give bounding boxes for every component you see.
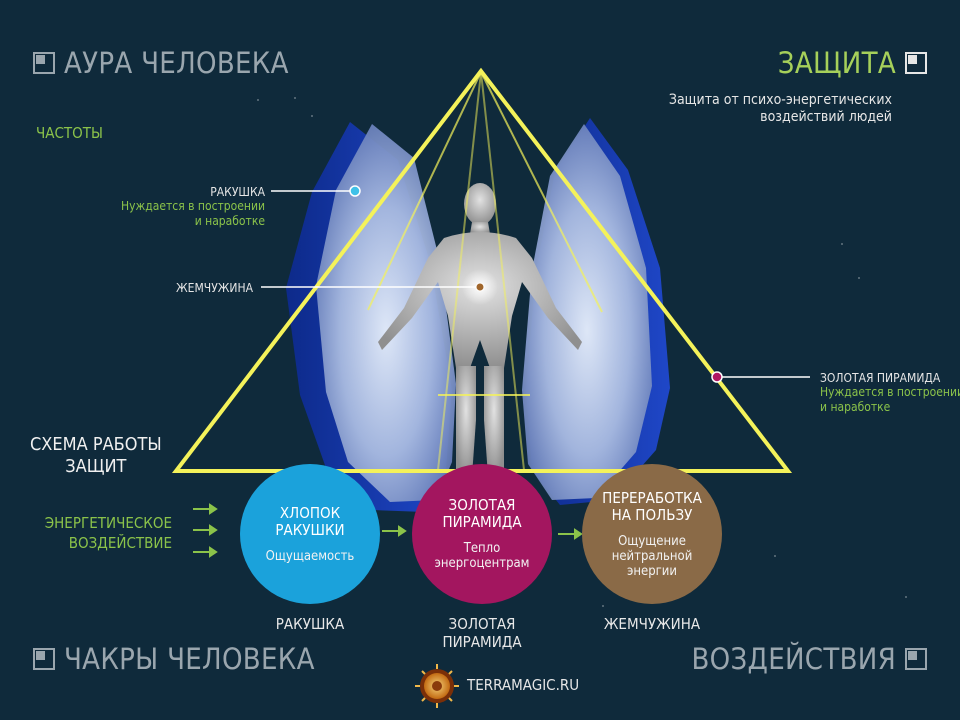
frequencies-link[interactable]: ЧАСТОТЫ <box>36 124 103 142</box>
nav-protection-label: ЗАЩИТА <box>777 46 896 80</box>
protection-subtitle: Защита от психо-энергетических воздейств… <box>668 92 892 125</box>
logo-icon[interactable] <box>415 664 459 708</box>
square-nav-icon <box>905 52 927 74</box>
caption-pearl: ЖЕМЧУЖИНА <box>603 615 701 633</box>
nav-aura[interactable]: АУРА ЧЕЛОВЕКА <box>33 46 289 80</box>
site-link[interactable]: TERRAMAGIC.RU <box>467 676 580 694</box>
nav-aura-label: АУРА ЧЕЛОВЕКА <box>64 46 289 80</box>
pearl-callout-title: ЖЕМЧУЖИНА <box>176 281 253 295</box>
energy-arrows <box>193 503 583 558</box>
stars <box>257 97 907 607</box>
shell-callout-title: РАКУШКА <box>210 185 265 199</box>
shell-callout: РАКУШКА Нуждается в построении и наработ… <box>121 185 265 228</box>
right-shell <box>522 124 652 500</box>
nav-influences-label: ВОЗДЕЙСТВИЯ <box>691 642 896 676</box>
step-reprocess[interactable]: ПЕРЕРАБОТКА НА ПОЛЬЗУ Ощущение нейтральн… <box>582 464 722 604</box>
left-shell <box>316 124 456 502</box>
scheme-title: СХЕМА РАБОТЫ ЗАЩИТ <box>30 434 162 477</box>
square-nav-icon <box>33 648 55 670</box>
nav-influences[interactable]: ВОЗДЕЙСТВИЯ <box>691 642 927 676</box>
pearl-dot[interactable] <box>475 282 485 292</box>
pyramid-dot[interactable] <box>711 371 723 383</box>
square-nav-icon <box>905 648 927 670</box>
nav-chakras-label: ЧАКРЫ ЧЕЛОВЕКА <box>64 642 315 676</box>
step-shell-clap[interactable]: ХЛОПОК РАКУШКИ Ощущаемость <box>240 464 380 604</box>
shell-dot[interactable] <box>349 185 361 197</box>
square-nav-icon <box>33 52 55 74</box>
pyramid-callout: ЗОЛОТАЯ ПИРАМИДА Нуждается в построении … <box>820 371 960 415</box>
pyramid-callout-title: ЗОЛОТАЯ ПИРАМИДА <box>820 371 941 385</box>
nav-chakras[interactable]: ЧАКРЫ ЧЕЛОВЕКА <box>33 642 315 676</box>
energy-impact-label: ЭНЕРГЕТИЧЕСКОЕ ВОЗДЕЙСТВИЕ <box>44 514 172 552</box>
nav-protection[interactable]: ЗАЩИТА <box>778 46 927 80</box>
step-golden-pyramid[interactable]: ЗОЛОТАЯ ПИРАМИДА Тепло энергоцентрам <box>412 464 552 604</box>
caption-shell: РАКУШКА <box>275 615 345 633</box>
caption-pyramid: ЗОЛОТАЯ ПИРАМИДА <box>442 615 522 651</box>
